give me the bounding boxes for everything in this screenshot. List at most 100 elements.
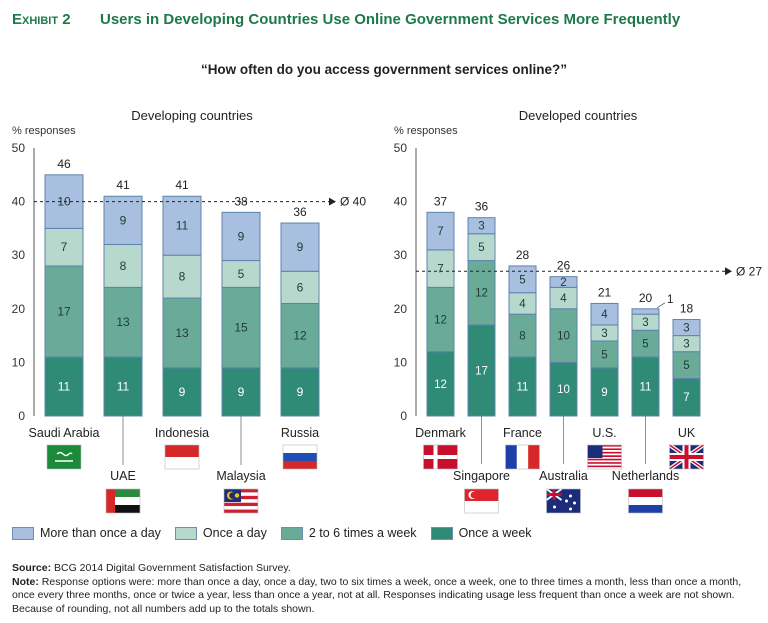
singapore-flag xyxy=(464,488,499,514)
bar-uk: 7 5 3 3 18 UK xyxy=(668,302,705,471)
legend-swatch-once-a-week xyxy=(430,526,453,540)
callout-line xyxy=(656,302,666,309)
chart-title: Developing countries xyxy=(131,108,253,123)
bar-segment-once-a-week xyxy=(221,367,261,417)
segment-value-label: 7 xyxy=(437,264,443,276)
bar-uae: 11 13 8 9 41 UAE xyxy=(103,178,143,514)
bar-segment-once-a-week xyxy=(103,356,143,417)
flag-stripe xyxy=(224,502,258,507)
category-label: Singapore xyxy=(453,469,510,483)
total-label: 41 xyxy=(175,178,189,192)
segment-value-label: 5 xyxy=(238,267,245,281)
note-text: Response options were: more than once a … xyxy=(12,575,742,615)
bar-france: 11 8 4 5 28 France xyxy=(503,248,542,470)
segment-value-label: 5 xyxy=(683,360,689,372)
bar-segment-more-than-once-a-day xyxy=(467,217,496,235)
flag-border xyxy=(105,488,141,514)
flag-stripe xyxy=(628,505,663,513)
segment-value-label: 11 xyxy=(58,380,71,394)
flag-stripe xyxy=(283,461,317,469)
legend-item-once-a-week: Once a week xyxy=(430,526,532,540)
total-label: 26 xyxy=(557,259,571,273)
bar-segment-more-than-once-a-day xyxy=(549,276,578,288)
denmark-flag xyxy=(423,444,458,470)
chart-title: Developed countries xyxy=(519,108,638,123)
flag-stripe xyxy=(587,453,622,456)
segment-value-label: 15 xyxy=(234,321,248,335)
total-label: 21 xyxy=(598,285,612,299)
total-label: 28 xyxy=(516,248,530,262)
flag-border xyxy=(46,444,82,470)
category-label: France xyxy=(503,426,542,440)
total-label: 37 xyxy=(434,194,448,208)
note-label: Note: xyxy=(12,575,39,588)
bar-segment-once-a-week xyxy=(467,324,496,417)
segment-value-label: 10 xyxy=(557,384,570,396)
flag-canton xyxy=(587,445,603,458)
source-line: Source: BCG 2014 Digital Government Sati… xyxy=(12,562,756,576)
bar-segment-2-to-6-times-a-week xyxy=(631,329,660,358)
legend-item-more-than-once-a-day: More than once a day xyxy=(12,526,161,540)
y-axis-label: % responses xyxy=(12,125,76,137)
bar-segment-once-a-week xyxy=(162,367,202,417)
flag-stripe xyxy=(587,460,622,463)
segment-value-label: 8 xyxy=(179,270,186,284)
total-label: 38 xyxy=(234,194,248,208)
flag-border xyxy=(546,488,581,514)
segment-value-label: 11 xyxy=(176,219,189,233)
y-tick-label: 40 xyxy=(12,195,26,209)
flag-border xyxy=(669,444,704,470)
y-axis-label: % responses xyxy=(394,125,458,137)
bar-segment-once-a-day xyxy=(221,260,261,288)
segment-value-label: 4 xyxy=(519,298,526,310)
y-tick-label: 40 xyxy=(394,195,408,209)
category-label: U.S. xyxy=(592,426,616,440)
segment-value-label: 3 xyxy=(642,317,648,329)
bar-singapore: 17 12 5 3 36 Singapore xyxy=(453,200,510,514)
category-label: Netherlands xyxy=(612,469,679,483)
exhibit-label: Exhibit 2 xyxy=(12,11,71,28)
y-tick-label: 30 xyxy=(12,248,26,262)
flag-stripe xyxy=(165,457,199,469)
flag-star xyxy=(234,493,240,498)
flag-border xyxy=(587,444,622,470)
total-label: 46 xyxy=(57,157,71,171)
flag-stripe xyxy=(628,497,663,505)
total-label: 20 xyxy=(639,291,653,305)
segment-value-label: 11 xyxy=(117,380,130,394)
flag-star xyxy=(565,499,568,503)
segment-value-label: 4 xyxy=(601,309,608,321)
bar-segment-once-a-day xyxy=(162,254,202,299)
total-label: 36 xyxy=(293,205,307,219)
bar-australia: 10 10 4 2 26 Australia xyxy=(539,259,588,514)
segment-value-label: 9 xyxy=(238,229,245,243)
bar-segment-more-than-once-a-day xyxy=(631,308,660,315)
charts-layer: Developing countries % responses 0 10 20 30 40… xyxy=(12,108,762,514)
segment-value-label: 9 xyxy=(238,385,245,399)
flag-stripe xyxy=(106,505,140,513)
bar-segment-2-to-6-times-a-week xyxy=(590,340,619,369)
flag-cross-h-red xyxy=(669,455,704,459)
average-label: Ø 40 xyxy=(340,195,366,209)
bar-netherlands: 11 5 3 20 1 Netherlands xyxy=(612,291,679,514)
russia-flag xyxy=(282,444,318,470)
flag-stripe xyxy=(587,455,622,457)
segment-value-label: 12 xyxy=(475,288,488,300)
flag-stripe xyxy=(165,445,199,457)
category-label: UK xyxy=(678,426,696,440)
bar-u-s: 9 5 3 4 21 U.S. xyxy=(587,285,622,470)
flag-star xyxy=(553,505,556,509)
flag-star xyxy=(573,501,576,505)
segment-value-label: 5 xyxy=(642,339,648,351)
segment-value-label: 8 xyxy=(519,331,525,343)
segment-value-label: 11 xyxy=(517,382,529,394)
segment-value-label: 3 xyxy=(601,328,607,340)
bar-segment-once-a-week xyxy=(631,356,660,417)
segment-value-label: 11 xyxy=(640,382,652,394)
flag-stripe xyxy=(283,453,317,461)
y-tick-label: 0 xyxy=(18,409,25,423)
australia-flag xyxy=(545,488,581,514)
bar-segment-more-than-once-a-day xyxy=(590,302,619,326)
bar-denmark: 12 12 7 7 37 Denmark xyxy=(415,194,467,470)
